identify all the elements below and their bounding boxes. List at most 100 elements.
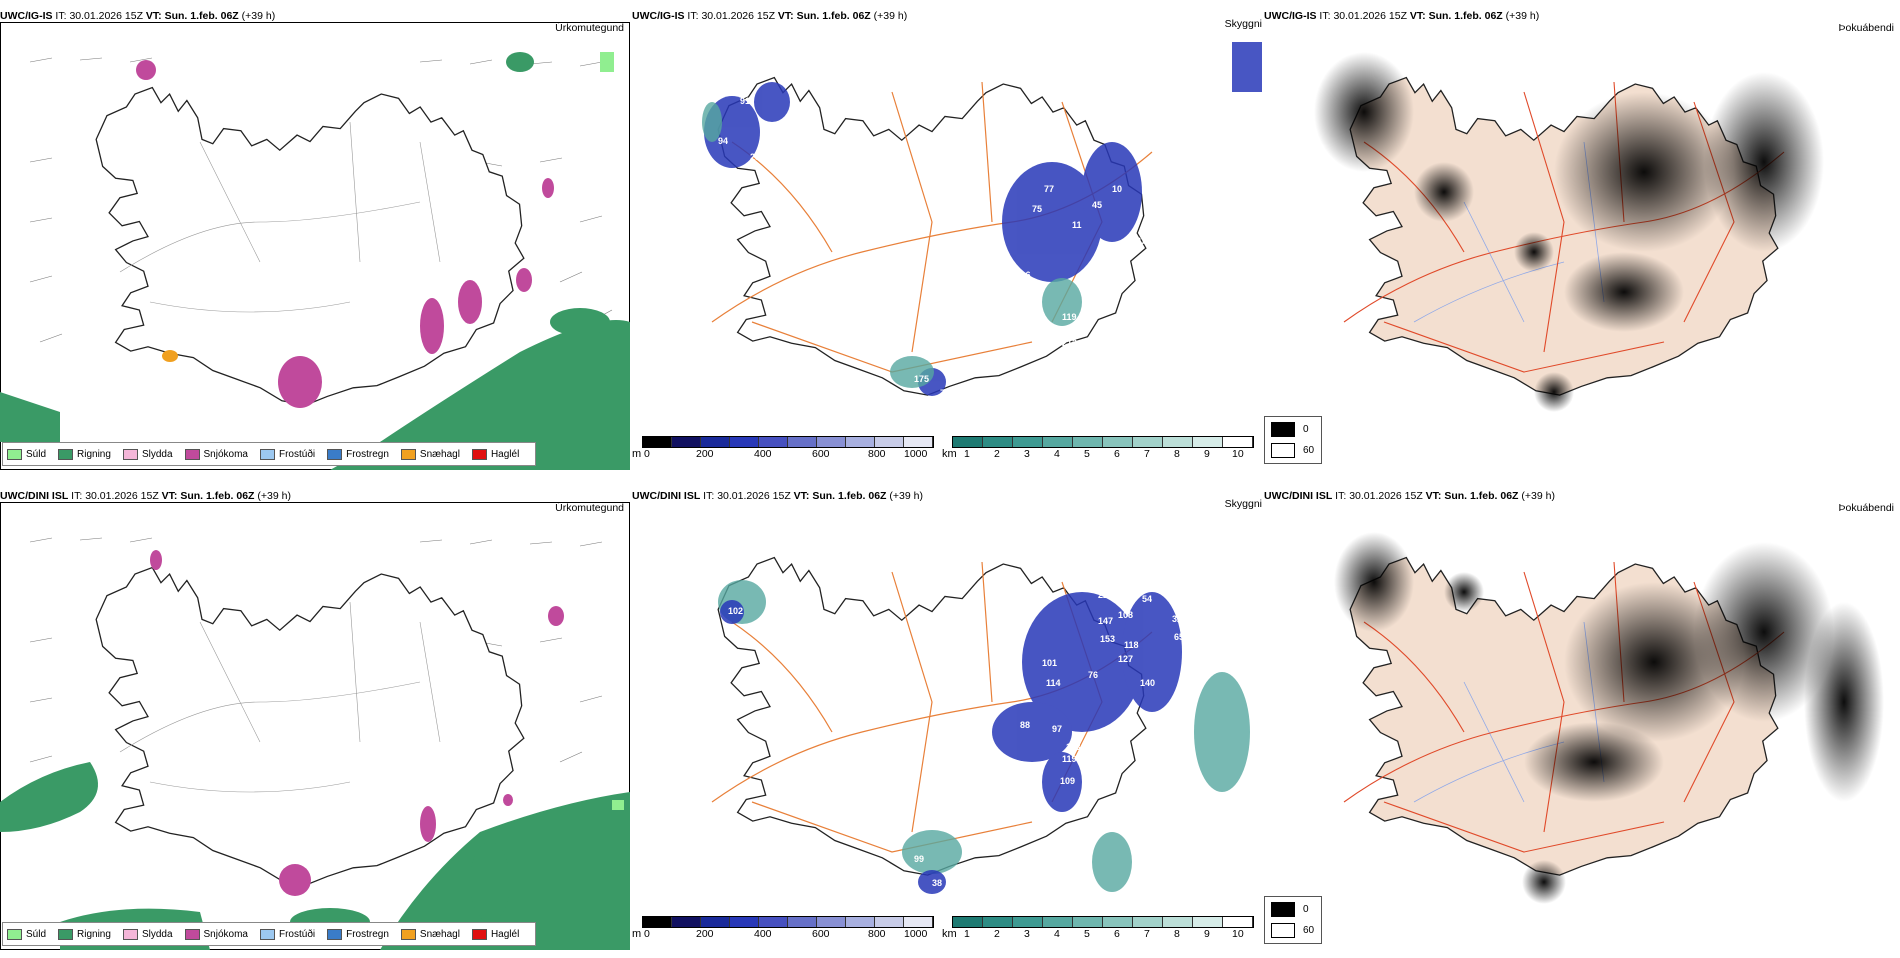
ceiling-map: 102 103 15 94 22 54 86 108 32 147 65 153…	[711, 556, 1250, 894]
ceiling-label: 11	[1072, 220, 1082, 230]
ceiling-label: 85	[1162, 210, 1172, 220]
colorbar-swatch	[1103, 437, 1133, 447]
model-name: UWC/DINI ISL	[0, 490, 69, 502]
ceiling-colorbar-swatches	[642, 916, 934, 928]
legend-label: Frostregn	[346, 448, 389, 460]
fog-legend: 0 60	[1264, 896, 1322, 944]
ceiling-label: 94	[1120, 570, 1130, 580]
visibility-tick: 1	[964, 448, 970, 460]
ceiling-label: 22	[1098, 590, 1108, 600]
ceiling-panel-top: UWC/IG-IS IT: 30.01.2026 15Z VT: Sun. 1.…	[632, 8, 1262, 478]
rain-areas	[0, 52, 630, 470]
snow-areas	[136, 60, 554, 408]
fog-areas	[1314, 52, 1824, 412]
it-label: IT:	[703, 490, 715, 502]
panel-header: UWC/IG-IS IT: 30.01.2026 15Z VT: Sun. 1.…	[632, 10, 907, 22]
colorbar-swatch	[846, 437, 875, 447]
legend-swatch	[122, 448, 138, 460]
vt-label: VT:	[777, 10, 794, 22]
precip-panel-top: UWC/IG-IS IT: 30.01.2026 15Z VT: Sun. 1.…	[0, 8, 630, 478]
fog-legend-label: 0	[1303, 904, 1309, 915]
snow-pellet-area	[162, 350, 178, 362]
legend-label: Slydda	[141, 448, 173, 460]
panel-title: Þokuábendi	[1838, 22, 1894, 34]
fog-legend-item: 0	[1271, 902, 1309, 917]
colorbar-swatch	[1193, 917, 1223, 927]
lead-time: (+39 h)	[241, 10, 276, 22]
legend-label: Haglél	[490, 448, 520, 460]
precip-panel-bottom: UWC/DINI ISL IT: 30.01.2026 15Z VT: Sun.…	[0, 488, 630, 958]
legend-item-freezing-drizzle: Frostúði	[259, 448, 316, 460]
legend-item-snow: Snjókoma	[184, 448, 248, 460]
legend-label: Snæhagl	[419, 928, 460, 940]
visibility-tick: 1	[964, 928, 970, 940]
ceiling-label: 74	[940, 388, 950, 398]
legend-item-freezing-drizzle: Frostúði	[259, 928, 315, 940]
fog-legend-item: 60	[1271, 443, 1314, 458]
colorbar-swatch	[730, 437, 759, 447]
map-frame	[0, 22, 630, 470]
vt-label: VT:	[145, 10, 162, 22]
vt-value: Sun. 1.feb. 06Z	[180, 490, 255, 502]
panel-title: Úrkomutegund	[555, 502, 624, 514]
ceiling-label: 37	[1136, 236, 1146, 246]
vt-label: VT:	[161, 490, 178, 502]
it-value: 30.01.2026 15Z	[85, 490, 159, 502]
ceiling-tick: 0	[644, 448, 650, 460]
ceiling-label: 119	[1062, 312, 1077, 322]
vt-value: Sun. 1.feb. 06Z	[796, 10, 871, 22]
visibility-unit: km	[942, 928, 957, 940]
colorbar-swatch	[1223, 917, 1253, 927]
legend-swatch	[58, 928, 74, 940]
colorbar-swatch	[953, 917, 983, 927]
low-ceiling-areas	[704, 42, 1262, 396]
fog-swatch	[1271, 443, 1295, 458]
legend-swatch	[471, 928, 487, 940]
legend-label: Frostregn	[346, 928, 389, 940]
ceiling-label: 76	[1088, 670, 1098, 680]
ceiling-colorbar: m 0 200 400 600 800 1000	[632, 916, 934, 946]
fog-swatch	[1271, 923, 1295, 938]
legend-swatch	[7, 928, 22, 940]
visibility-areas	[718, 580, 1250, 892]
it-label: IT:	[1319, 10, 1331, 22]
ceiling-label: 88	[1020, 720, 1030, 730]
visibility-tick: 7	[1144, 928, 1150, 940]
legend-item-rain: Rigning	[58, 448, 111, 460]
visibility-colorbar-swatches	[952, 916, 1254, 928]
fog-swatch	[1271, 422, 1295, 437]
model-name: UWC/IG-IS	[1264, 10, 1317, 22]
ceiling-label: 103	[780, 636, 795, 646]
colorbar-swatch	[817, 437, 846, 447]
ceiling-label: 12	[1136, 278, 1146, 288]
vt-value: Sun. 1.feb. 06Z	[164, 10, 239, 22]
panel-header: UWC/DINI ISL IT: 30.01.2026 15Z VT: Sun.…	[0, 490, 291, 502]
ceiling-tick: 400	[754, 448, 772, 460]
ceiling-label: 102	[728, 606, 743, 616]
ceiling-label: 86	[1116, 720, 1126, 730]
visibility-tick: 2	[994, 928, 1000, 940]
legend-item-freezing-rain: Frostregn	[327, 928, 389, 940]
legend-label: Snjókoma	[203, 448, 248, 460]
road-network	[711, 81, 1153, 373]
ceiling-label: 32	[1172, 614, 1182, 624]
visibility-tick: 3	[1024, 448, 1030, 460]
colorbar-swatch	[1163, 437, 1193, 447]
ceiling-label: 13	[1098, 734, 1108, 744]
it-value: 30.01.2026 15Z	[1333, 10, 1407, 22]
ceiling-tick: 200	[696, 928, 714, 940]
visibility-unit: km	[942, 448, 957, 460]
fog-legend-item: 60	[1271, 923, 1314, 938]
low-ceiling-areas	[720, 592, 1182, 894]
colorbar-swatch	[904, 917, 933, 927]
legend-swatch	[7, 448, 22, 460]
colorbar-swatch	[1103, 917, 1133, 927]
legend-item-sleet: Slydda	[122, 448, 173, 460]
colorbar-swatch	[1133, 917, 1163, 927]
ceiling-label: 45	[1092, 200, 1102, 210]
visibility-tick: 4	[1054, 928, 1060, 940]
ceiling-label: 38	[932, 878, 942, 888]
visibility-areas	[702, 102, 1082, 388]
legend-label: Frostúði	[278, 448, 316, 460]
ceiling-tick: 600	[812, 928, 830, 940]
